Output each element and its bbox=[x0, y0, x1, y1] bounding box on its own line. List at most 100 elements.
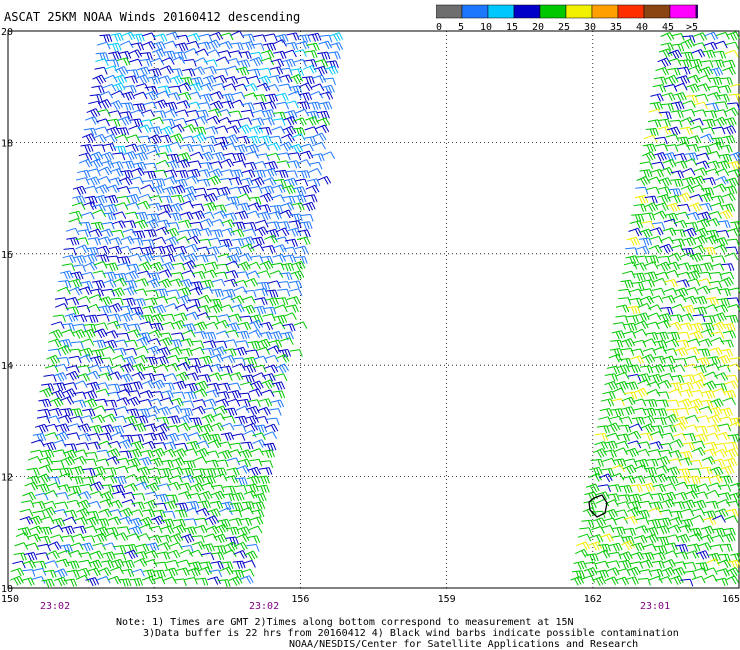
map-title: ASCAT 25KM NOAA Winds 20160412 descendin… bbox=[4, 10, 301, 24]
wind-barb bbox=[225, 134, 239, 144]
wind-barb bbox=[37, 535, 51, 544]
wind-barb bbox=[89, 158, 104, 169]
wind-barb bbox=[183, 526, 197, 536]
wind-barb bbox=[700, 254, 714, 263]
wind-barb bbox=[632, 407, 647, 416]
wind-barb bbox=[69, 542, 84, 551]
wind-barb bbox=[122, 228, 137, 237]
wind-barb bbox=[61, 456, 76, 467]
wind-barb bbox=[691, 575, 706, 584]
wind-barb bbox=[673, 219, 688, 229]
wind-barb bbox=[166, 289, 180, 297]
wind-barb bbox=[119, 450, 133, 459]
wind-barb bbox=[138, 261, 153, 272]
wind-barb bbox=[44, 432, 59, 440]
wind-barb bbox=[287, 227, 302, 237]
wind-barb bbox=[714, 40, 728, 49]
wind-barb bbox=[322, 77, 336, 86]
wind-barb bbox=[225, 125, 240, 134]
wind-barb bbox=[48, 407, 63, 417]
wind-barb bbox=[254, 226, 269, 237]
wind-barb bbox=[86, 247, 100, 256]
wind-barb bbox=[121, 102, 135, 111]
wind-barb bbox=[688, 264, 702, 273]
wind-barb bbox=[170, 123, 185, 133]
wind-barb bbox=[262, 101, 277, 110]
wind-barb bbox=[722, 330, 737, 339]
wind-barb bbox=[126, 396, 141, 407]
wind-barb bbox=[661, 92, 676, 101]
wind-barb bbox=[78, 354, 93, 363]
wind-barb bbox=[671, 101, 685, 110]
wind-barb bbox=[245, 483, 259, 493]
wind-barb bbox=[705, 500, 719, 509]
wind-barb bbox=[65, 306, 80, 315]
wind-barb bbox=[107, 313, 122, 322]
wind-barb bbox=[169, 278, 184, 287]
wind-barb bbox=[723, 457, 738, 468]
wind-barb bbox=[98, 508, 113, 518]
wind-barb bbox=[665, 534, 680, 542]
wind-barb bbox=[714, 175, 729, 185]
wind-barb bbox=[48, 338, 62, 348]
wind-barb bbox=[317, 51, 331, 61]
wind-barb bbox=[666, 202, 681, 213]
wind-barb bbox=[635, 517, 650, 525]
wind-barb bbox=[233, 346, 248, 356]
wind-barb bbox=[158, 269, 173, 278]
wind-barb bbox=[667, 252, 682, 262]
wind-barb bbox=[219, 304, 234, 313]
wind-barb bbox=[189, 82, 203, 92]
wind-barb bbox=[75, 442, 90, 450]
wind-barb bbox=[708, 211, 722, 219]
wind-barb bbox=[47, 541, 62, 550]
wind-barb bbox=[275, 33, 289, 44]
wind-barb bbox=[622, 464, 637, 475]
wind-barb bbox=[728, 421, 740, 428]
wind-barb bbox=[243, 550, 258, 561]
wind-barb bbox=[132, 230, 146, 239]
wind-barb bbox=[86, 370, 101, 380]
wind-barb bbox=[680, 184, 695, 194]
wind-barb bbox=[156, 551, 171, 560]
wind-barb bbox=[243, 356, 257, 366]
wind-barb bbox=[645, 458, 659, 467]
wind-barb bbox=[110, 558, 125, 569]
wind-barb bbox=[649, 501, 663, 510]
wind-barbs bbox=[10, 30, 740, 588]
wind-barb bbox=[126, 134, 141, 143]
wind-barb bbox=[217, 579, 231, 588]
wind-barb bbox=[128, 58, 143, 67]
wind-barb bbox=[318, 101, 333, 111]
wind-barb bbox=[79, 483, 93, 492]
wind-barb bbox=[180, 338, 194, 347]
wind-barb bbox=[689, 459, 703, 468]
wind-barb bbox=[219, 365, 233, 374]
wind-barb bbox=[681, 499, 696, 509]
wind-barb bbox=[51, 460, 65, 469]
wind-barb bbox=[181, 329, 196, 338]
wind-barb bbox=[96, 254, 110, 263]
wind-barb bbox=[638, 237, 653, 246]
wind-barb bbox=[245, 143, 260, 154]
wind-barb bbox=[612, 322, 626, 330]
wind-barb bbox=[83, 398, 98, 408]
wind-barb bbox=[269, 205, 283, 214]
wind-barb bbox=[231, 492, 245, 502]
wind-barb bbox=[680, 508, 695, 517]
wind-barb bbox=[628, 493, 642, 503]
wind-barb bbox=[677, 66, 691, 75]
wind-barb bbox=[144, 550, 159, 559]
wind-barb bbox=[206, 246, 220, 255]
wind-barb bbox=[716, 31, 730, 40]
wind-barb bbox=[36, 415, 51, 424]
wind-barb bbox=[175, 502, 189, 511]
wind-barb bbox=[169, 533, 184, 543]
wind-barb bbox=[140, 449, 154, 459]
wind-barb bbox=[722, 533, 736, 543]
wind-barb bbox=[257, 406, 271, 416]
wind-barb bbox=[664, 542, 678, 551]
wind-barb bbox=[82, 476, 96, 485]
wind-barb bbox=[159, 332, 173, 341]
wind-barb bbox=[78, 552, 92, 560]
